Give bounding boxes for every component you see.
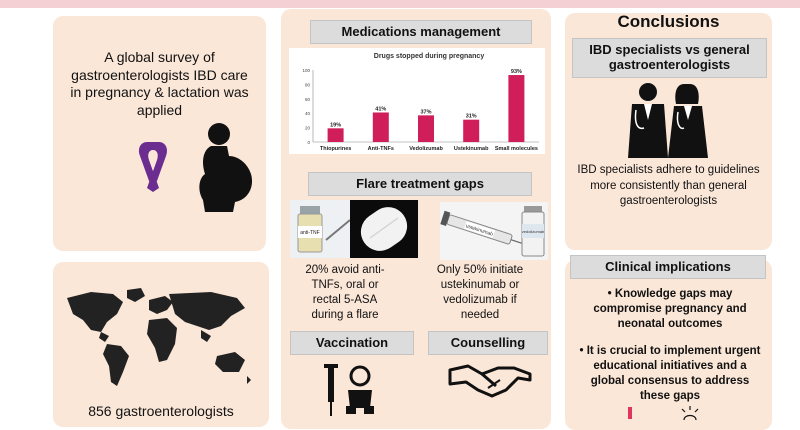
vaccination-header: Vaccination — [290, 331, 414, 355]
chart-title: Drugs stopped during pregnancy — [374, 53, 485, 60]
y-tick-label: 20 — [305, 126, 311, 131]
syringe-and-vial-icon: ustekinumab vedolizumab — [440, 202, 548, 260]
bullet-2-text: It is crucial to implement urgent educat… — [586, 345, 761, 402]
count-text: 856 gastroenterologists — [88, 403, 234, 419]
bullet-1-text: Knowledge gaps may compromise pregnancy … — [593, 288, 747, 330]
y-tick-label: 60 — [305, 97, 311, 102]
bar-value-label: 93% — [511, 69, 522, 75]
clinical-panel — [565, 260, 772, 430]
bar-value-label: 41% — [375, 106, 386, 112]
bar — [508, 75, 525, 142]
y-tick-label: 0 — [307, 140, 310, 145]
flare-header: Flare treatment gaps — [308, 172, 532, 196]
drugs-chart: Drugs stopped during pregnancy 0 20 40 60 80 1… — [289, 48, 545, 154]
top-banner-strip — [0, 0, 800, 8]
world-map-icon — [67, 288, 251, 386]
survey-text: A global survey of gastroenterologists I… — [70, 49, 249, 118]
bullet-1: • Knowledge gaps may compromise pregnanc… — [575, 287, 765, 332]
drugs-chart-svg: Drugs stopped during pregnancy 0 20 40 60 80 1… — [302, 53, 539, 152]
vial-and-pill-icon: anti-TNF — [290, 200, 418, 258]
bar-value-label: 19% — [330, 122, 341, 128]
x-category-label: Ustekinumab — [454, 146, 489, 152]
bullet-2: • It is crucial to implement urgent educ… — [575, 344, 765, 404]
bar — [327, 128, 344, 142]
x-category-label: Vedolizumab — [409, 146, 443, 152]
bar — [463, 119, 480, 142]
conclusions-title: Conclusions — [617, 12, 720, 31]
vial2-label: vedolizumab — [522, 229, 545, 234]
bar — [418, 115, 434, 142]
flare-left-text: 20% avoid anti-TNFs, oral or rectal 5-AS… — [305, 264, 385, 321]
x-category-label: Small molecules — [495, 146, 538, 152]
pregnancy-awareness-icon — [138, 123, 253, 212]
y-tick-label: 80 — [305, 82, 311, 87]
x-category-label: Thiopurines — [320, 146, 351, 152]
y-tick-label: 40 — [305, 111, 311, 116]
bar — [372, 112, 389, 142]
count-panel: 856 gastroenterologists — [53, 262, 269, 427]
medications-header: Medications management — [310, 20, 532, 44]
x-category-label: Anti-TNFs — [368, 146, 394, 152]
flare-right-text: Only 50% initiate ustekinumab or vedoliz… — [436, 264, 524, 321]
bar-value-label: 37% — [420, 109, 431, 115]
counselling-header: Counselling — [428, 331, 548, 355]
specialists-header: IBD specialists vs general gastroenterol… — [572, 38, 767, 78]
specialists-text: IBD specialists adhere to guidelines mor… — [577, 164, 760, 208]
bullet-1-marker: • — [607, 288, 615, 300]
vaccination-icon — [324, 364, 374, 416]
bar-value-label: 31% — [466, 114, 477, 120]
vial-label: anti-TNF — [300, 230, 319, 236]
handshake-icon — [448, 364, 532, 398]
doctors-icon — [628, 83, 708, 158]
lightbulb-icon — [681, 406, 699, 420]
survey-panel: A global survey of gastroenterologists I… — [53, 16, 266, 251]
bullet-2-marker: • — [579, 345, 587, 357]
y-tick-label: 100 — [302, 68, 310, 73]
anti-tnf-image: anti-TNF — [290, 200, 418, 258]
clinical-header: Clinical implications — [570, 255, 766, 279]
pink-bar-decoration — [628, 407, 632, 419]
ustekinumab-image: ustekinumab vedolizumab — [440, 202, 548, 260]
